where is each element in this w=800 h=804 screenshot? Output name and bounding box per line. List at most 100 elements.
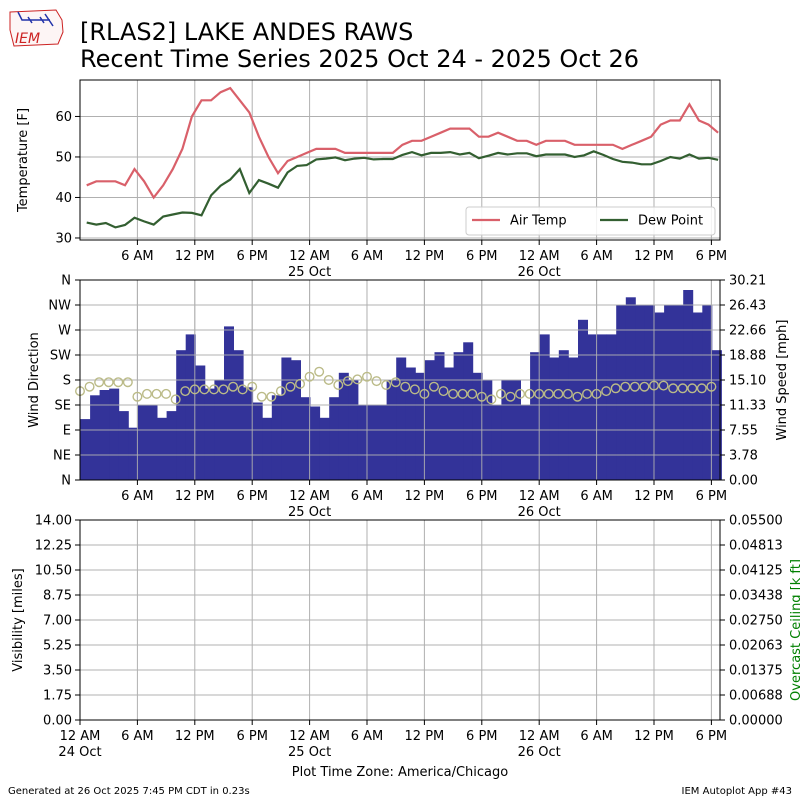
wind-direction-marker [534, 388, 545, 399]
temp-x-tick-label: 12 PM [634, 249, 674, 264]
vis-x-tick-label: 6 PM [466, 729, 497, 744]
vis-x-tick-date: 24 Oct [58, 745, 101, 760]
wind-speed-bar [176, 350, 187, 480]
wind-speed-tick-label: 18.88 [729, 349, 766, 364]
visibility-axis-label: Visibility [miles] [11, 568, 26, 671]
ceiling-y-tick-label: 0.00000 [729, 714, 783, 729]
wind-speed-bar [99, 390, 110, 480]
wind-direction-marker [706, 381, 717, 392]
wind-x-tick-label: 6 AM [580, 489, 613, 504]
wind-x-tick-label: 6 PM [466, 489, 497, 504]
wind-speed-bar [147, 405, 158, 480]
wind-direction-marker [486, 394, 497, 405]
title-line-1: [RLAS2] LAKE ANDES RAWS [80, 18, 413, 46]
legend-dew-point-label: Dew Point [638, 214, 703, 229]
wind-speed-bar [252, 402, 263, 480]
vis-y-tick-label: 7.00 [43, 614, 72, 629]
wind-direction-marker [237, 384, 248, 395]
vis-x-tick-label: 12 PM [405, 729, 445, 744]
wind-direction-marker [161, 388, 172, 399]
wind-direction-marker [132, 391, 143, 402]
wind-speed-bar [549, 357, 560, 480]
wind-speed-bar [415, 372, 426, 480]
wind-x-tick-label: 12 AM [519, 489, 560, 504]
ceiling-axis-label: Overcast Ceiling [k ft] [789, 559, 800, 701]
wind-direction-marker [218, 384, 229, 395]
wind-speed-bar [319, 417, 330, 480]
wind-speed-bar [472, 372, 483, 480]
wind-speed-bar [606, 334, 617, 480]
vis-y-tick-label: 1.75 [43, 689, 72, 704]
wind-direction-marker [668, 383, 679, 394]
title-line-2: Recent Time Series 2025 Oct 24 - 2025 Oc… [80, 45, 639, 73]
temp-x-tick-date: 26 Oct [518, 265, 561, 280]
wind-direction-marker [448, 388, 459, 399]
wind-speed-bar [185, 334, 196, 480]
wind-x-tick-label: 12 PM [634, 489, 674, 504]
wind-speed-bar [233, 350, 244, 480]
wind-direction-marker [94, 377, 105, 388]
wind-x-tick-label: 6 PM [236, 489, 267, 504]
temp-x-tick-label: 12 AM [289, 249, 330, 264]
wind-direction-marker [648, 380, 659, 391]
wind-dir-tick-label: N [61, 274, 71, 289]
wind-direction-marker [591, 388, 602, 399]
ceiling-y-tick-label: 0.05500 [729, 514, 783, 529]
logo-text: IEM [15, 31, 40, 47]
logo-wind-symbol [17, 11, 54, 27]
wind-speed-bar [243, 387, 254, 480]
air-temp-line [86, 86, 719, 200]
wind-direction-marker [342, 376, 353, 387]
wind-direction-marker [696, 383, 707, 394]
wind-direction-marker [562, 388, 573, 399]
temp-x-tick-label: 6 PM [466, 249, 497, 264]
wind-direction-marker [371, 376, 382, 387]
vis-x-tick-label: 6 AM [351, 729, 384, 744]
vis-x-tick-label: 12 PM [175, 729, 215, 744]
wind-speed-bar [530, 352, 541, 480]
wind-direction-marker [84, 381, 95, 392]
wind-direction-marker [247, 381, 258, 392]
wind-speed-bar [424, 360, 435, 480]
temp-x-tick-label: 6 PM [696, 249, 727, 264]
wind-speed-bar [597, 334, 608, 480]
wind-speed-bar [377, 405, 388, 480]
vis-x-tick-label: 12 PM [634, 729, 674, 744]
wind-speed-bar [491, 405, 502, 480]
wind-direction-marker [285, 381, 296, 392]
vis-plot-frame [79, 519, 721, 721]
wind-speed-bar [558, 350, 569, 480]
wind-direction-marker [103, 377, 114, 388]
wind-direction-marker [400, 381, 411, 392]
wind-speed-bar [367, 405, 378, 480]
vis-y-tick-label: 0.00 [43, 714, 72, 729]
wind-speed-bar [396, 357, 407, 480]
vis-y-tick-label: 10.50 [35, 564, 72, 579]
wind-speed-bar [271, 395, 282, 480]
wind-x-tick-date: 26 Oct [518, 505, 561, 520]
wind-direction-marker [275, 386, 286, 397]
wind-x-tick-label: 6 AM [351, 489, 384, 504]
wind-speed-bar [300, 397, 311, 480]
wind-direction-marker [543, 388, 554, 399]
vis-y-tick-label: 8.75 [43, 589, 72, 604]
wind-speed-bar [128, 427, 139, 480]
wind-speed-bar [281, 357, 292, 480]
wind-direction-marker [658, 380, 669, 391]
wind-speed-tick-label: 7.55 [729, 424, 758, 439]
vis-x-tick-label: 12 AM [289, 729, 330, 744]
wind-direction-marker [553, 388, 564, 399]
wind-speed-bar [692, 312, 703, 480]
wind-direction-marker [323, 375, 334, 386]
wind-direction-marker [438, 386, 449, 397]
wind-direction-marker [610, 383, 621, 394]
wind-speed-bar [434, 352, 445, 480]
wind-speed-bar [568, 357, 579, 480]
ceiling-y-tick-label: 0.04125 [729, 564, 783, 579]
wind-direction-marker [352, 374, 363, 385]
wind-speed-tick-label: 22.66 [729, 324, 766, 339]
footer-app: IEM Autoplot App #43 [682, 786, 792, 797]
wind-speed-bar [109, 388, 120, 480]
wind-direction-marker [515, 388, 526, 399]
